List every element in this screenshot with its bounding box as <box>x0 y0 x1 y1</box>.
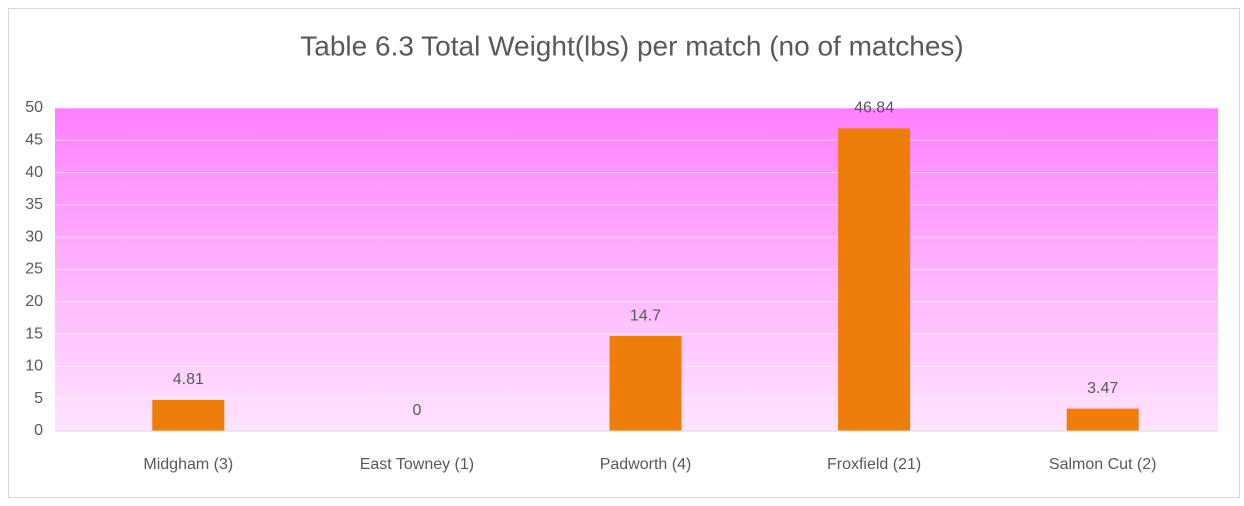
y-tick-label: 40 <box>25 164 43 181</box>
chart-title: Table 6.3 Total Weight(lbs) per match (n… <box>300 30 964 61</box>
bar <box>152 399 225 431</box>
x-tick-label: Midgham (3) <box>143 456 233 473</box>
bar <box>1066 408 1139 431</box>
y-tick-label: 10 <box>25 358 43 375</box>
x-tick-label: East Towney (1) <box>360 456 474 473</box>
bar <box>609 336 682 431</box>
data-label: 4.81 <box>173 371 204 388</box>
data-label: 3.47 <box>1087 380 1118 397</box>
y-tick-label: 50 <box>25 99 43 116</box>
x-tick-label: Padworth (4) <box>600 456 692 473</box>
y-tick-label: 30 <box>25 228 43 245</box>
y-tick-label: 45 <box>25 132 43 149</box>
data-label: 14.7 <box>630 307 661 324</box>
y-tick-label: 20 <box>25 293 43 310</box>
x-tick-label: Froxfield (21) <box>827 456 921 473</box>
x-tick-label: Salmon Cut (2) <box>1049 456 1157 473</box>
y-tick-label: 35 <box>25 196 43 213</box>
y-tick-label: 0 <box>34 422 43 439</box>
y-tick-label: 15 <box>25 325 43 342</box>
data-label: 0 <box>412 402 421 419</box>
y-tick-label: 25 <box>25 261 43 278</box>
y-tick-label: 5 <box>34 390 43 407</box>
data-label: 46.84 <box>854 100 894 117</box>
bar <box>838 128 911 431</box>
